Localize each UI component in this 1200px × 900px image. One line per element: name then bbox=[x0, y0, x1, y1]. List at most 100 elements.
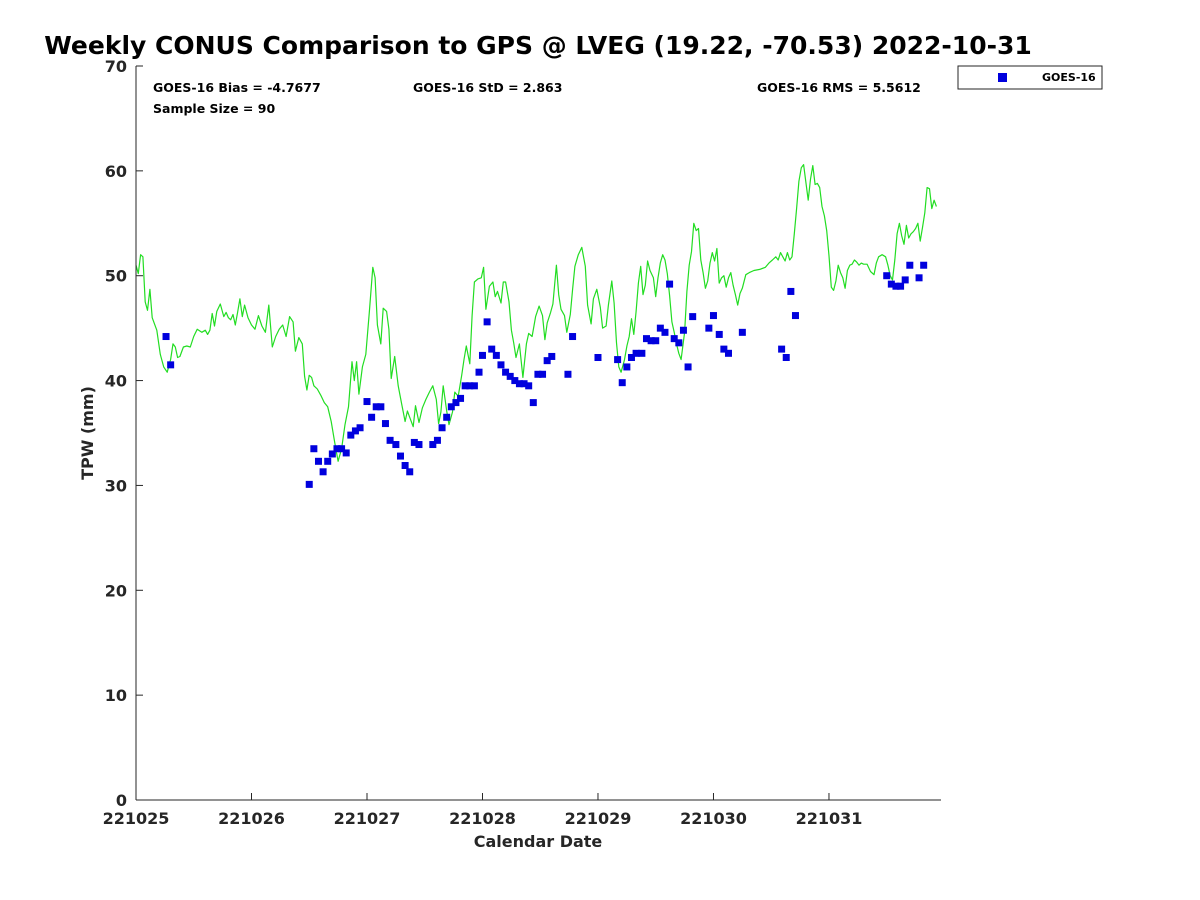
goes-16-point bbox=[647, 337, 655, 345]
goes-16-point bbox=[443, 413, 451, 421]
goes-16-point bbox=[666, 280, 674, 288]
rms-annotation: GOES-16 RMS = 5.5612 bbox=[757, 80, 921, 95]
goes-16-point bbox=[162, 333, 170, 341]
goes-16-point bbox=[386, 436, 394, 444]
goes-16-point bbox=[314, 457, 322, 465]
goes-16-point bbox=[328, 450, 336, 458]
legend: GOES-16 bbox=[957, 65, 1103, 90]
goes-16-point bbox=[791, 312, 799, 320]
goes-16-point bbox=[920, 261, 928, 269]
goes-16-point bbox=[392, 441, 400, 449]
goes-16-point bbox=[497, 361, 505, 369]
goes-16-series bbox=[162, 261, 928, 488]
legend-box bbox=[957, 65, 1103, 90]
goes-16-point bbox=[638, 349, 646, 357]
legend-label-goes-16: GOES-16 bbox=[1042, 71, 1096, 84]
goes-16-point bbox=[457, 394, 465, 402]
goes-16-point bbox=[396, 452, 404, 460]
goes-16-point bbox=[338, 445, 346, 453]
goes-16-point bbox=[548, 352, 556, 360]
goes-16-point bbox=[438, 424, 446, 432]
x-axis-label: Calendar Date bbox=[474, 832, 603, 851]
goes-16-point bbox=[897, 282, 905, 290]
goes-16-point bbox=[406, 468, 414, 476]
y-tick-label: 0 bbox=[116, 791, 127, 810]
goes-16-point bbox=[415, 441, 423, 449]
goes-16-point bbox=[305, 480, 313, 488]
y-tick-label: 20 bbox=[105, 581, 127, 600]
goes-16-point bbox=[381, 420, 389, 428]
plot-area bbox=[135, 164, 937, 488]
goes-16-point bbox=[372, 403, 380, 411]
y-axis-label: TPW (mm) bbox=[78, 386, 97, 480]
x-tick-label: 221028 bbox=[449, 809, 516, 828]
goes-16-point bbox=[377, 403, 385, 411]
goes-16-point bbox=[529, 399, 537, 407]
goes-16-point bbox=[724, 349, 732, 357]
goes-16-point bbox=[347, 431, 355, 439]
axes-frame bbox=[136, 66, 941, 800]
goes-16-point bbox=[618, 379, 626, 387]
goes-16-point bbox=[401, 462, 409, 470]
goes-16-point bbox=[787, 287, 795, 295]
gps-line bbox=[135, 164, 937, 462]
goes-16-point bbox=[310, 445, 318, 453]
goes-16-point bbox=[652, 337, 660, 345]
bias-annotation: GOES-16 Bias = -4.7677 bbox=[153, 80, 321, 95]
goes-16-point bbox=[333, 445, 341, 453]
goes-16-point bbox=[492, 351, 500, 359]
goes-16-point bbox=[520, 380, 528, 388]
goes-16-point bbox=[705, 324, 713, 332]
goes-16-point bbox=[511, 377, 519, 385]
goes-16-point bbox=[778, 345, 786, 353]
goes-16-point bbox=[488, 345, 496, 353]
goes-16-point bbox=[782, 354, 790, 362]
goes-16-point bbox=[720, 345, 728, 353]
y-axis-ticks: 0 10 20 30 40 50 60 70 bbox=[105, 57, 143, 810]
goes-16-point bbox=[901, 276, 909, 284]
std-annotation: GOES-16 StD = 2.863 bbox=[413, 80, 562, 95]
goes-16-point bbox=[515, 380, 523, 388]
goes-16-point bbox=[470, 382, 478, 390]
goes-16-point bbox=[564, 370, 572, 378]
goes-16-point bbox=[539, 370, 547, 378]
goes-16-point bbox=[506, 372, 514, 380]
goes-16-point bbox=[543, 357, 551, 365]
chart-title: Weekly CONUS Comparison to GPS @ LVEG (1… bbox=[44, 31, 1032, 60]
y-tick-label: 10 bbox=[105, 686, 127, 705]
sample-size-annotation: Sample Size = 90 bbox=[153, 101, 275, 116]
y-tick-label: 60 bbox=[105, 162, 127, 181]
goes-16-point bbox=[632, 349, 640, 357]
goes-16-point bbox=[319, 468, 327, 476]
goes-16-point bbox=[452, 399, 460, 407]
goes-16-point bbox=[892, 282, 900, 290]
goes-16-point bbox=[915, 274, 923, 282]
goes-16-point bbox=[525, 382, 533, 390]
x-tick-label: 221026 bbox=[218, 809, 285, 828]
y-tick-label: 30 bbox=[105, 476, 127, 495]
goes-16-point bbox=[709, 312, 717, 320]
goes-16-point bbox=[675, 339, 683, 347]
goes-16-point bbox=[478, 351, 486, 359]
goes-16-point bbox=[433, 436, 441, 444]
x-tick-label: 221029 bbox=[565, 809, 632, 828]
goes-16-point bbox=[689, 313, 697, 321]
goes-16-point bbox=[883, 272, 891, 280]
goes-16-point bbox=[324, 457, 332, 465]
goes-16-point bbox=[356, 424, 364, 432]
goes-16-point bbox=[461, 382, 469, 390]
goes-16-point bbox=[906, 261, 914, 269]
goes-16-point bbox=[410, 438, 418, 446]
goes-16-point bbox=[887, 280, 895, 288]
goes-16-point bbox=[502, 368, 510, 376]
goes-16-point bbox=[627, 354, 635, 362]
goes-16-point bbox=[483, 318, 491, 326]
goes-16-point bbox=[670, 335, 678, 343]
y-tick-label: 40 bbox=[105, 372, 127, 391]
goes-16-point bbox=[447, 403, 455, 411]
goes-16-point bbox=[594, 354, 602, 362]
goes-16-point bbox=[661, 328, 669, 336]
goes-16-point bbox=[167, 361, 175, 369]
legend-marker-goes-16 bbox=[998, 73, 1007, 82]
